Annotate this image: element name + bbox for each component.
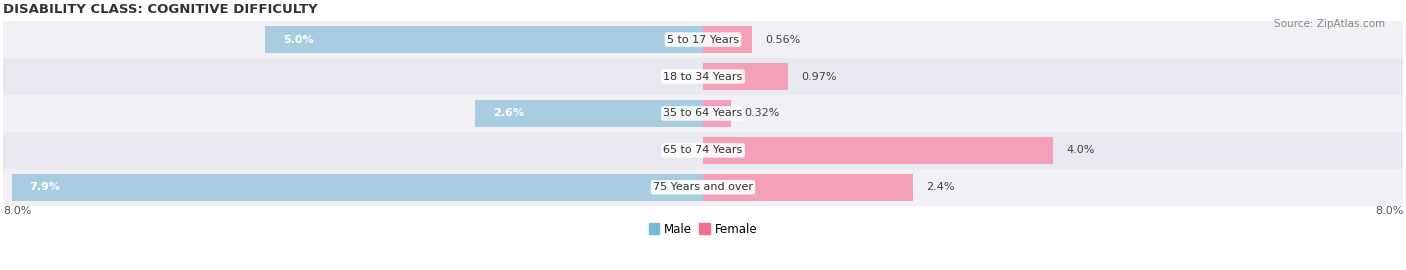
Bar [3, 95, 1403, 132]
Bar [3, 169, 1403, 206]
Text: 0.32%: 0.32% [744, 109, 779, 119]
Bar [703, 63, 787, 90]
Text: 7.9%: 7.9% [30, 182, 60, 192]
Bar [266, 26, 703, 53]
Bar [703, 174, 912, 201]
Bar [703, 137, 1053, 164]
Text: 8.0%: 8.0% [1375, 206, 1403, 216]
Text: 5.0%: 5.0% [283, 35, 314, 45]
Text: DISABILITY CLASS: COGNITIVE DIFFICULTY: DISABILITY CLASS: COGNITIVE DIFFICULTY [3, 3, 318, 16]
Bar [3, 21, 1403, 58]
Text: Source: ZipAtlas.com: Source: ZipAtlas.com [1274, 19, 1385, 29]
Text: 75 Years and over: 75 Years and over [652, 182, 754, 192]
Text: 4.0%: 4.0% [1066, 145, 1095, 155]
Text: 2.4%: 2.4% [927, 182, 955, 192]
Bar [475, 100, 703, 127]
Bar [3, 58, 1403, 95]
Text: 0.97%: 0.97% [801, 72, 837, 82]
Text: 5 to 17 Years: 5 to 17 Years [666, 35, 740, 45]
Text: 0.0%: 0.0% [662, 72, 690, 82]
Text: 0.56%: 0.56% [765, 35, 800, 45]
Text: 0.0%: 0.0% [662, 145, 690, 155]
Bar [3, 132, 1403, 169]
Legend: Male, Female: Male, Female [644, 218, 762, 241]
Bar [11, 174, 703, 201]
Text: 8.0%: 8.0% [3, 206, 31, 216]
Text: 35 to 64 Years: 35 to 64 Years [664, 109, 742, 119]
Text: 65 to 74 Years: 65 to 74 Years [664, 145, 742, 155]
Text: 2.6%: 2.6% [494, 109, 524, 119]
Bar [703, 100, 731, 127]
Bar [703, 26, 752, 53]
Text: 18 to 34 Years: 18 to 34 Years [664, 72, 742, 82]
